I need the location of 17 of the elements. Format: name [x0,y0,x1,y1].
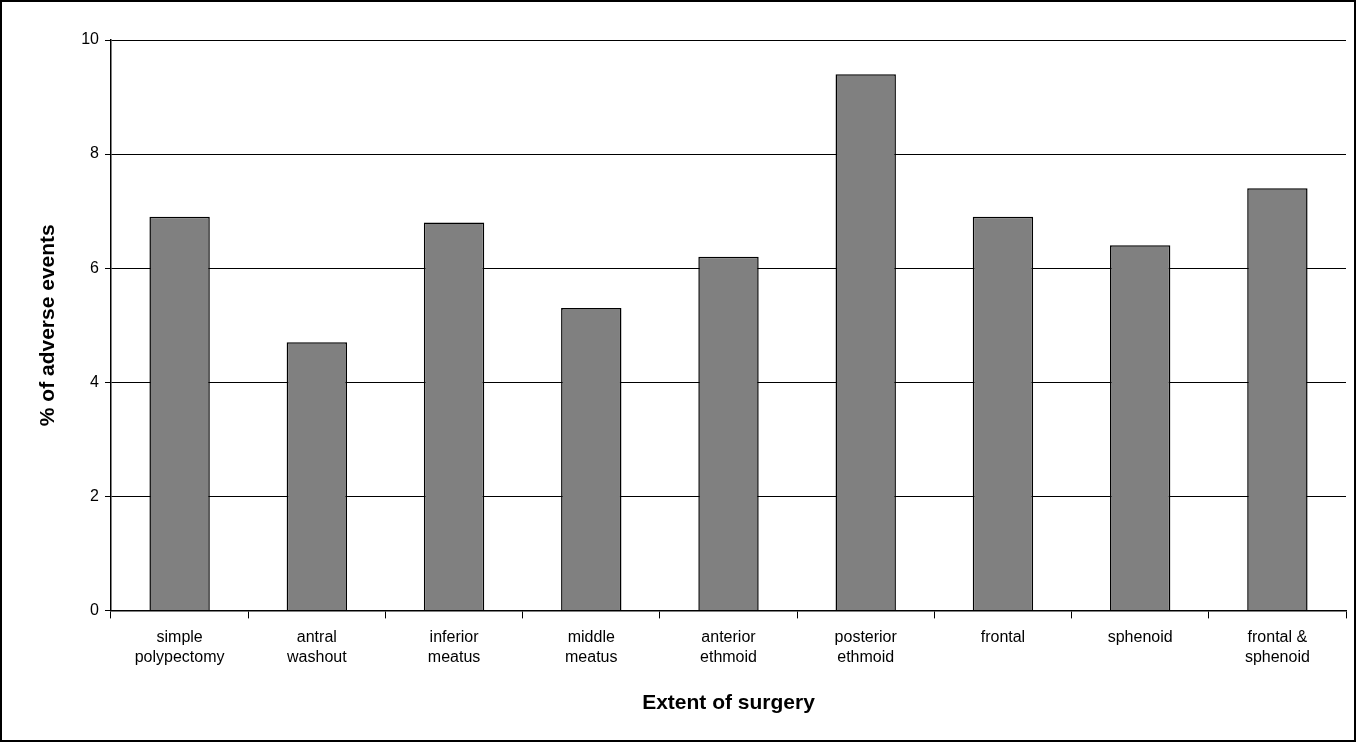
y-tick-label: 8 [90,144,100,162]
x-tick-label: simple polypectomy [134,628,225,665]
y-axis-title: % of adverse events [35,224,59,427]
y-tick-label: 10 [81,30,100,48]
x-tick-label: frontal & sphenoid [1244,628,1310,665]
x-tick-label: inferior meatus [427,628,481,665]
x-axis-title: Extent of surgery [642,690,816,714]
y-tick-label: 4 [90,372,100,390]
x-tick-label: posterior ethmoid [834,628,898,665]
y-tick-label: 2 [90,486,100,504]
x-tick-label: middle meatus [565,628,618,665]
x-tick-label: anterior ethmoid [700,628,757,665]
x-tick-label: sphenoid [1107,628,1173,646]
x-tick-label: antral washout [286,628,348,665]
x-tick-label: frontal [980,628,1026,646]
y-tick-label: 6 [90,258,100,276]
y-tick-label: 0 [90,600,100,618]
